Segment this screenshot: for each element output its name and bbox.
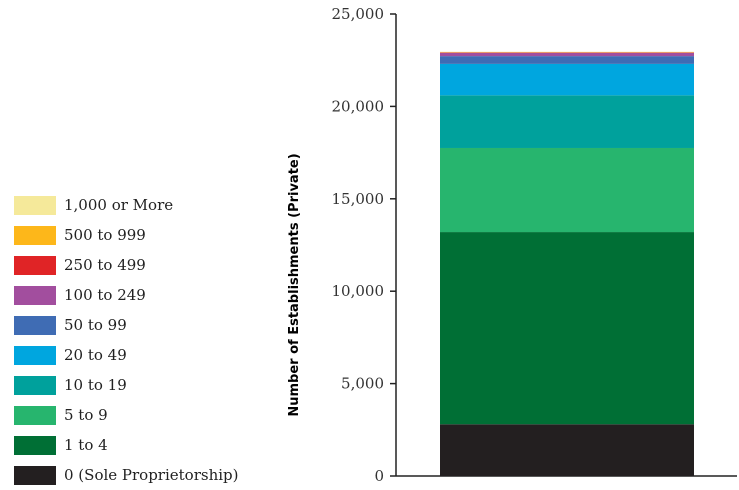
legend-swatch xyxy=(14,255,56,275)
y-tick-label: 15,000 xyxy=(332,190,385,208)
y-tick-label: 5,000 xyxy=(341,375,384,393)
legend-label: 250 to 499 xyxy=(64,256,146,274)
legend-item: 250 to 499 xyxy=(14,250,239,280)
legend-item: 5 to 9 xyxy=(14,400,239,430)
legend-swatch xyxy=(14,345,56,365)
legend-item: 20 to 49 xyxy=(14,340,239,370)
legend-label: 1 to 4 xyxy=(64,436,108,454)
legend-label: 20 to 49 xyxy=(64,346,127,364)
bar-segment xyxy=(440,51,694,53)
legend-swatch xyxy=(14,315,56,335)
bar-segment xyxy=(440,95,694,148)
legend-swatch xyxy=(14,435,56,455)
bar-segment xyxy=(440,147,694,233)
legend-swatch xyxy=(14,225,56,245)
legend-label: 1,000 or More xyxy=(64,196,174,214)
legend-item: 500 to 999 xyxy=(14,220,239,250)
legend-item: 50 to 99 xyxy=(14,310,239,340)
y-axis: 0 5,000 10,000 15,000 20,000 25,000 xyxy=(332,5,737,485)
legend-swatch xyxy=(14,375,56,395)
bar-segment xyxy=(440,52,694,53)
legend-swatch xyxy=(14,405,56,425)
legend-label: 500 to 999 xyxy=(64,226,146,244)
bar-segment xyxy=(440,63,694,96)
legend-label: 10 to 19 xyxy=(64,376,127,394)
y-tick-label: 20,000 xyxy=(332,97,385,115)
legend-label: 100 to 249 xyxy=(64,286,146,304)
legend-item: 1,000 or More xyxy=(14,190,239,220)
legend-swatch xyxy=(14,285,56,305)
legend-item: 100 to 249 xyxy=(14,280,239,310)
y-tick-label: 25,000 xyxy=(332,5,385,23)
bar-segment xyxy=(440,52,694,57)
legend-label: 0 (Sole Proprietorship) xyxy=(64,466,239,484)
bar-segment xyxy=(440,424,694,476)
y-tick-label: 10,000 xyxy=(332,282,385,300)
legend-item: 10 to 19 xyxy=(14,370,239,400)
legend-swatch xyxy=(14,465,56,485)
y-tick-label: 0 xyxy=(374,467,384,485)
bar-segment xyxy=(440,232,694,425)
legend-swatch xyxy=(14,195,56,215)
legend-label: 50 to 99 xyxy=(64,316,127,334)
y-axis-label: Number of Establishments (Private) xyxy=(287,153,302,416)
legend-item: 1 to 4 xyxy=(14,430,239,460)
bar-segment xyxy=(440,56,694,64)
legend-label: 5 to 9 xyxy=(64,406,108,424)
legend-item: 0 (Sole Proprietorship) xyxy=(14,460,239,490)
stacked-bar xyxy=(440,51,694,476)
legend: 1,000 or More 500 to 999 250 to 499 100 to … xyxy=(14,190,239,490)
